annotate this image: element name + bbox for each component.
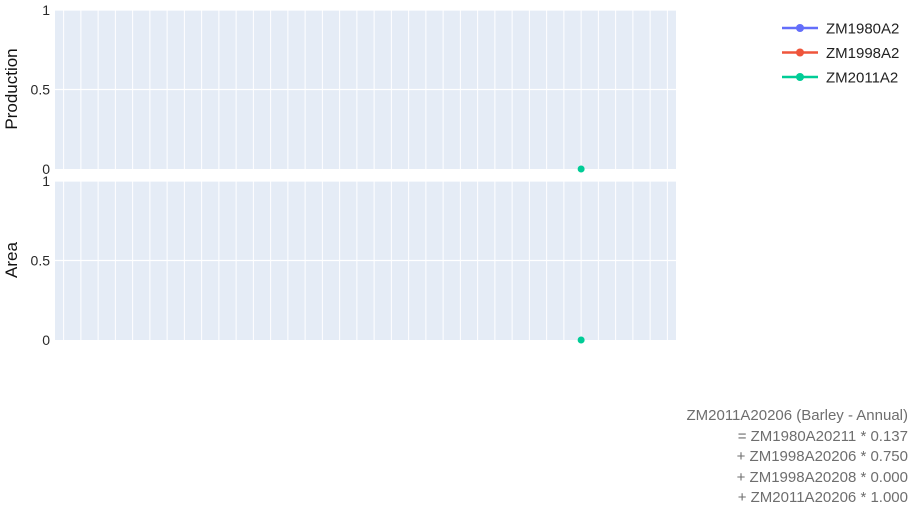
legend-marker [796,48,804,57]
area-subplot: 0 0.5 1 Area [2,173,676,348]
legend-item[interactable]: ZM2011A2 [782,70,898,87]
y-tick-label: 1 [42,2,50,18]
legend-label: ZM1980A2 [826,21,899,38]
legend-label: ZM1998A2 [826,45,899,62]
legend-item[interactable]: ZM1998A2 [782,45,899,62]
annotation-line: = ZM1980A20211 * 0.137 [737,427,908,445]
legend-marker [796,24,804,32]
legend-item[interactable]: ZM1980A2 [782,21,899,38]
legend-label: ZM2011A2 [826,70,898,87]
annotation-line: + ZM1998A20206 * 0.750 [736,448,908,465]
annotation-line: ZM2011A20206 (Barley - Annual) [686,407,908,424]
y-tick-label: 0 [42,332,50,348]
legend: ZM1980A2 ZM1998A2 ZM2011A2 [782,21,899,87]
formula-annotation: ZM2011A20206 (Barley - Annual) = ZM1980A… [686,406,908,509]
annotation-line: + ZM1998A20208 * 0.000 [736,468,908,486]
data-point[interactable] [577,336,585,344]
production-subplot: 0 0.5 1 Production [2,2,676,177]
y-tick-label: 0.5 [31,82,51,98]
annotation-line: + ZM2011A20206 * 1.000 [737,489,908,506]
y-axis-title: Production [2,48,21,129]
y-tick-label: 0.5 [31,253,51,269]
data-point[interactable] [577,165,585,173]
y-tick-label: 0 [42,161,50,177]
y-tick-label: 1 [42,173,50,189]
y-axis-title: Area [2,242,21,278]
legend-marker [796,73,804,81]
